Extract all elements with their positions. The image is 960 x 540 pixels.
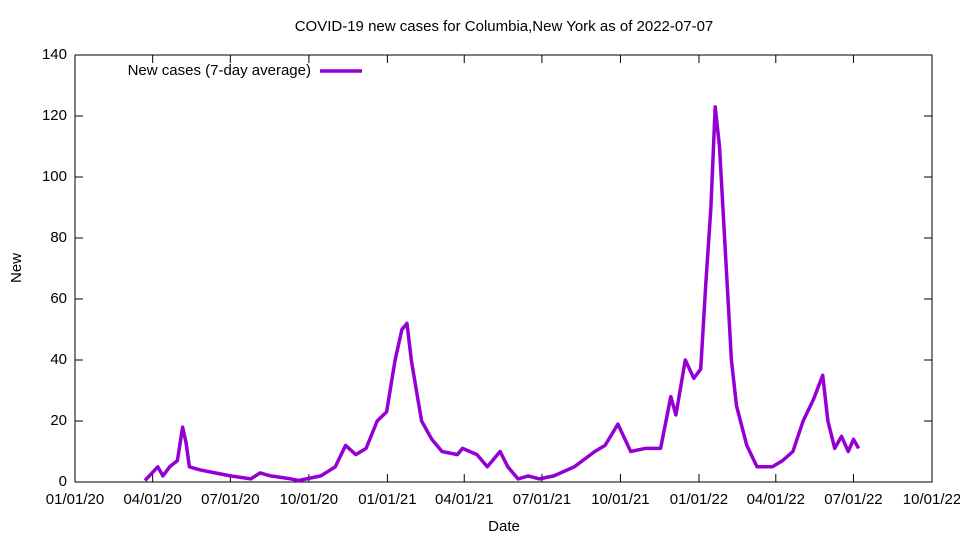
y-tick-label: 0: [59, 473, 67, 490]
x-tick-label: 01/01/22: [670, 491, 728, 508]
y-tick-label: 80: [50, 229, 67, 246]
legend-label: New cases (7-day average): [128, 62, 311, 79]
x-tick-label: 01/01/21: [358, 491, 416, 508]
x-tick-label: 10/01/20: [280, 491, 338, 508]
y-tick-label: 120: [42, 107, 67, 124]
y-axis-label: New: [8, 253, 25, 283]
x-tick-label: 01/01/20: [46, 491, 104, 508]
x-tick-label: 04/01/21: [435, 491, 493, 508]
y-tick-label: 60: [50, 290, 67, 307]
y-tick-label: 140: [42, 46, 67, 63]
x-tick-label: 07/01/22: [824, 491, 882, 508]
x-axis-label: Date: [488, 518, 520, 535]
plot-frame: [74, 54, 933, 483]
x-tick-label: 07/01/20: [201, 491, 259, 508]
y-tick-label: 20: [50, 412, 67, 429]
x-tick-label: 07/01/21: [513, 491, 571, 508]
y-tick-label: 40: [50, 351, 67, 368]
x-tick-label: 04/01/22: [747, 491, 805, 508]
x-tick-label: 04/01/20: [123, 491, 181, 508]
chart-title: COVID-19 new cases for Columbia,New York…: [295, 18, 714, 35]
data-line: [143, 105, 861, 483]
y-tick-label: 100: [42, 168, 67, 185]
x-tick-label: 10/01/22: [903, 491, 960, 508]
x-tick-label: 10/01/21: [591, 491, 649, 508]
